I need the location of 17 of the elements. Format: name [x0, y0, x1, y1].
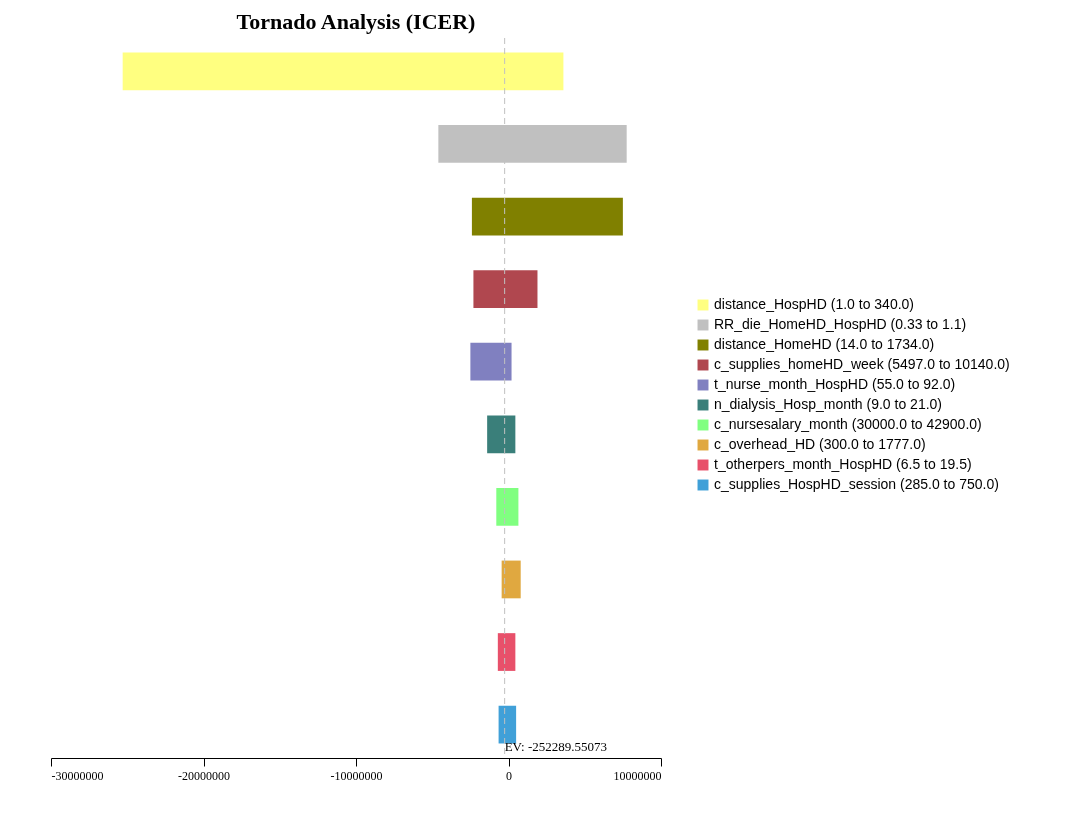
x-tick-label: 10000000 [613, 768, 662, 783]
x-tick-label: -10000000 [330, 768, 383, 783]
legend-label: RR_die_HomeHD_HospHD (0.33 to 1.1) [714, 316, 967, 332]
legend-label: distance_HospHD (1.0 to 340.0) [714, 296, 914, 312]
legend-label: t_nurse_month_HospHD (55.0 to 92.0) [714, 376, 956, 392]
legend-label: c_overhead_HD (300.0 to 1777.0) [714, 436, 926, 452]
ref-line-label: EV: -252289.55073 [504, 739, 607, 754]
x-tick-label: -30000000 [51, 768, 104, 783]
legend-label: distance_HomeHD (14.0 to 1734.0) [714, 336, 935, 352]
x-tick-label: 0 [506, 768, 512, 783]
legend-label: t_otherpers_month_HospHD (6.5 to 19.5) [714, 456, 972, 472]
legend-label: n_dialysis_Hosp_month (9.0 to 21.0) [714, 396, 943, 412]
chart-title: Tornado Analysis (ICER) [236, 8, 476, 34]
legend-label: c_supplies_HospHD_session (285.0 to 750.0) [714, 476, 999, 492]
x-tick-label: -20000000 [178, 768, 230, 783]
legend-label: c_nursesalary_month (30000.0 to 42900.0) [714, 416, 982, 432]
legend-label: c_supplies_homeHD_week (5497.0 to 10140.0) [714, 356, 1010, 372]
